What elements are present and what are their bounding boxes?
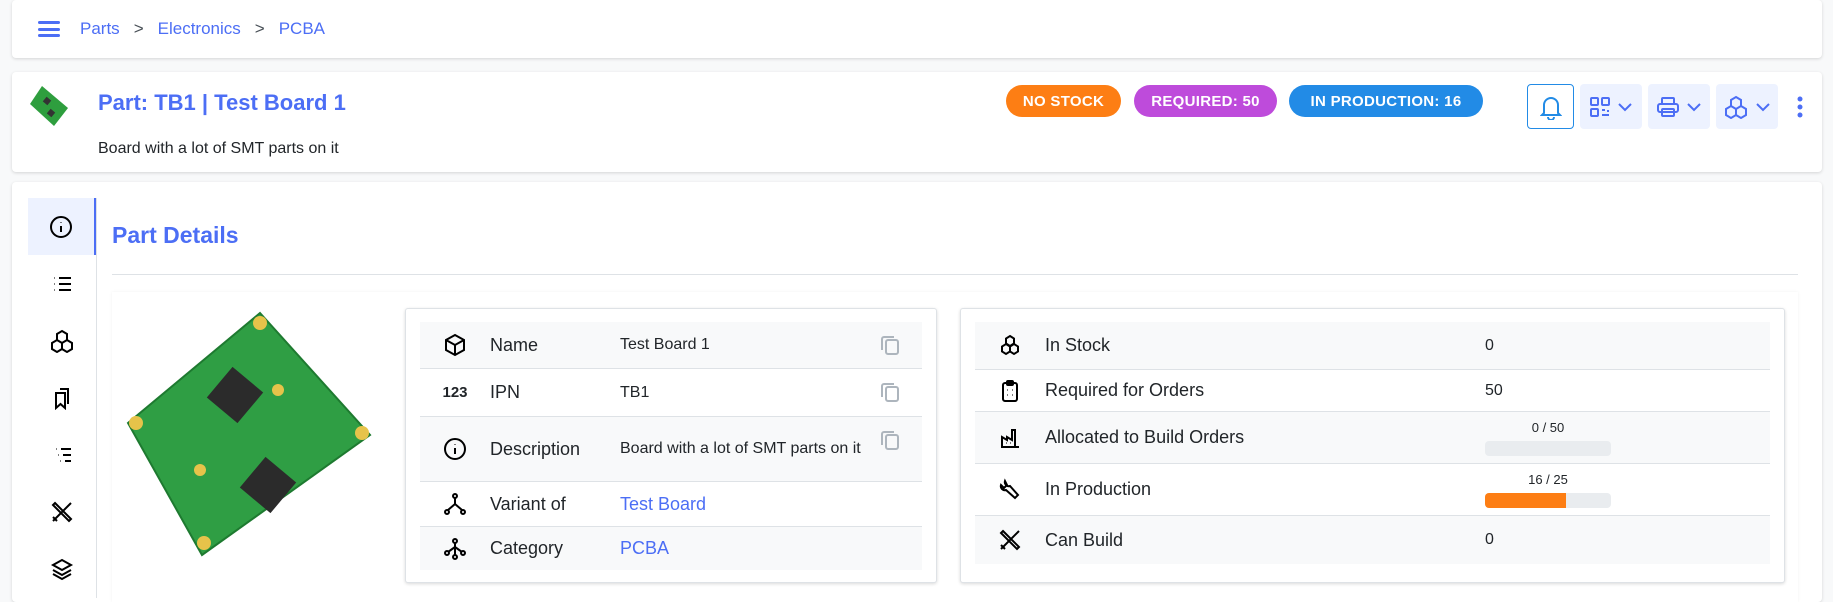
- divider: [112, 274, 1798, 275]
- stat-row: Allocated to Build Orders 0 / 50: [975, 412, 1770, 464]
- print-menu-button[interactable]: [1648, 84, 1710, 129]
- detail-row-category: Category PCBA: [420, 527, 922, 570]
- progress-bar: [1485, 440, 1611, 456]
- layers-icon: [50, 558, 74, 580]
- stat-label: Can Build: [1045, 529, 1124, 550]
- detail-label: Variant of: [490, 493, 566, 514]
- stat-value: 0: [1485, 336, 1494, 354]
- in-production-badge: IN PRODUCTION: 16: [1289, 85, 1483, 117]
- barcode-menu-button[interactable]: [1580, 84, 1642, 129]
- detail-row-ipn: 123 IPN TB1: [420, 369, 922, 417]
- part-image: [126, 311, 372, 557]
- copy-icon[interactable]: [880, 334, 900, 356]
- stock-icon: [1001, 334, 1019, 355]
- part-thumbnail: [30, 86, 68, 126]
- progress-label: 0 / 50: [1531, 419, 1565, 435]
- progress-bar: [1485, 492, 1611, 508]
- tools-icon: [999, 529, 1021, 551]
- notifications-button[interactable]: [1527, 84, 1574, 129]
- category-icon: [444, 537, 466, 560]
- qrcode-icon: [1590, 96, 1610, 117]
- detail-label: IPN: [490, 382, 521, 402]
- progress-label: 16 / 25: [1528, 471, 1568, 487]
- breadcrumb-parts[interactable]: Parts: [80, 19, 120, 38]
- part-details-table: Name Test Board 1 123 IPN TB1 Description…: [405, 308, 937, 583]
- info-icon: [444, 438, 466, 460]
- copy-icon[interactable]: [880, 381, 900, 403]
- sidebar-item-details[interactable]: [28, 198, 96, 255]
- sidebar-item-parameters[interactable]: [28, 255, 96, 312]
- detail-value: TB1: [620, 383, 650, 401]
- list-tree-icon: [56, 447, 71, 462]
- stat-row: In Stock 0: [975, 322, 1770, 370]
- factory-icon: [1001, 428, 1019, 448]
- no-stock-badge: NO STOCK: [1006, 85, 1121, 117]
- sidebar-item-variants[interactable]: [28, 540, 96, 597]
- variant-icon: [444, 493, 466, 515]
- 123-icon: 123: [442, 384, 468, 401]
- stat-row: Can Build 0: [975, 516, 1770, 564]
- breadcrumb-pcba[interactable]: PCBA: [278, 19, 325, 38]
- clipboard-icon: [1002, 379, 1018, 402]
- progress-fill: [1485, 492, 1566, 508]
- stat-label: In Stock: [1045, 335, 1111, 355]
- detail-row-variant-of: Variant of Test Board: [420, 482, 922, 527]
- detail-row-name: Name Test Board 1: [420, 322, 922, 369]
- detail-label: Category: [490, 538, 564, 558]
- menu-icon[interactable]: [38, 21, 60, 37]
- sidebar-nav: [28, 198, 96, 597]
- breadcrumb-bar: Parts > Electronics > PCBA: [12, 0, 1822, 58]
- stat-value: 0: [1485, 531, 1494, 548]
- more-actions-button[interactable]: [1790, 84, 1810, 129]
- box-icon: [445, 333, 465, 357]
- list-icon: [54, 276, 71, 291]
- detail-label: Description: [490, 438, 581, 459]
- tools-icon: [51, 501, 73, 522]
- part-stats-table: In Stock 0 Required for Orders 50 Allocated …: [960, 308, 1785, 583]
- stock-icon: [51, 329, 73, 353]
- detail-value[interactable]: Test Board: [620, 493, 707, 514]
- copy-icon[interactable]: [880, 429, 900, 451]
- stat-label: Allocated to Build Orders: [1045, 427, 1245, 447]
- detail-row-description: Description Board with a lot of SMT part…: [420, 417, 922, 482]
- more-icon: [1797, 96, 1803, 117]
- section-title: Part Details: [112, 222, 239, 248]
- stat-label: In Production: [1045, 479, 1152, 499]
- chevron-down-icon: [1618, 102, 1632, 111]
- stat-row: Required for Orders 50: [975, 370, 1770, 412]
- bell-icon: [1539, 96, 1562, 120]
- sidebar-item-used-in[interactable]: [28, 426, 96, 483]
- chevron-down-icon: [1756, 102, 1770, 111]
- bookmarks-icon: [55, 387, 69, 410]
- stat-value: 50: [1485, 381, 1503, 399]
- stat-row: In Production 16 / 25: [975, 464, 1770, 516]
- printer-icon: [1657, 96, 1679, 117]
- sidebar-item-build-orders[interactable]: [28, 483, 96, 540]
- detail-label: Name: [490, 334, 539, 355]
- stock-icon: [1725, 95, 1747, 119]
- breadcrumb-electronics[interactable]: Electronics: [157, 19, 241, 38]
- chevron-right-icon: >: [133, 19, 144, 38]
- sidebar-item-bom[interactable]: [28, 369, 96, 426]
- page-title: Part: TB1 | Test Board 1: [98, 90, 346, 115]
- wrench-icon: [999, 477, 1020, 499]
- detail-value: Board with a lot of SMT parts on it: [620, 440, 861, 457]
- part-description: Board with a lot of SMT parts on it: [98, 140, 339, 157]
- sidebar-divider: [96, 198, 97, 598]
- chevron-right-icon: >: [254, 19, 265, 38]
- part-header: [12, 72, 1822, 172]
- info-icon: [50, 215, 72, 238]
- sidebar-item-stock[interactable]: [28, 312, 96, 369]
- required-badge: REQUIRED: 50: [1134, 85, 1277, 117]
- stat-label: Required for Orders: [1045, 380, 1205, 400]
- detail-value: Test Board 1: [620, 336, 710, 353]
- chevron-down-icon: [1687, 102, 1701, 111]
- stock-menu-button[interactable]: [1716, 84, 1778, 129]
- detail-value[interactable]: PCBA: [620, 538, 670, 558]
